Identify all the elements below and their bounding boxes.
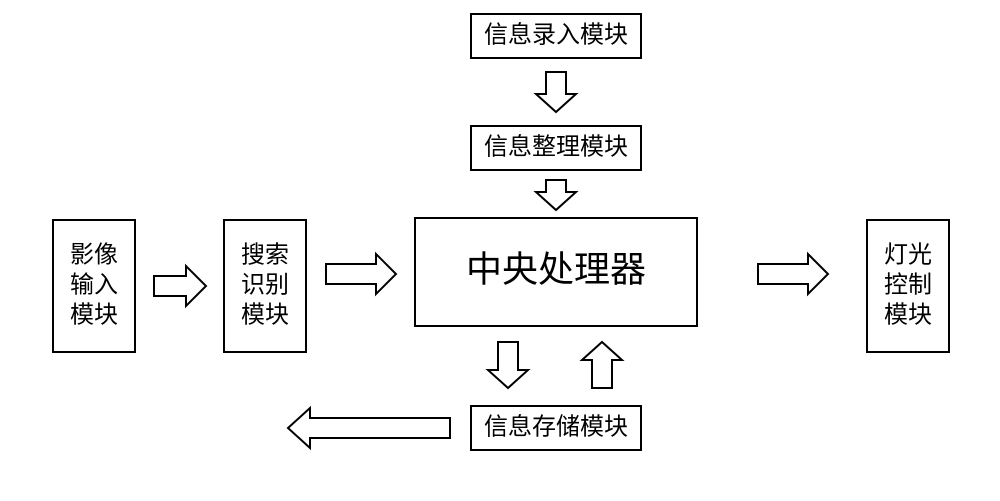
arrow-a_img_to_search (154, 266, 206, 306)
arrow-a_cpu_to_light (758, 254, 828, 294)
node-info_store: 信息存储模块 (471, 406, 641, 450)
arrow-a_org_to_cpu (536, 180, 576, 210)
arrow-a_cpu_to_store (488, 342, 528, 388)
arrow-a_store_to_search (288, 408, 450, 448)
node-label-search_recog-0: 搜索 (241, 241, 289, 268)
node-label-image_input-2: 模块 (70, 301, 118, 328)
node-info_org: 信息整理模块 (471, 126, 641, 170)
node-label-info_store-0: 信息存储模块 (484, 413, 628, 440)
node-label-cpu-0: 中央处理器 (466, 249, 646, 290)
node-light_ctrl: 灯光控制模块 (867, 220, 949, 352)
node-label-light_ctrl-1: 控制 (884, 271, 932, 298)
flowchart-canvas: 影像输入模块搜索识别模块中央处理器灯光控制模块信息录入模块信息整理模块信息存储模… (0, 0, 1000, 501)
node-cpu: 中央处理器 (415, 218, 697, 326)
node-label-image_input-1: 输入 (70, 271, 118, 298)
node-label-search_recog-2: 模块 (241, 301, 289, 328)
node-label-image_input-0: 影像 (70, 241, 118, 268)
arrow-a_store_to_cpu (582, 342, 622, 388)
arrow-a_search_to_cpu (326, 254, 396, 294)
node-info_entry: 信息录入模块 (471, 14, 641, 58)
node-label-info_entry-0: 信息录入模块 (484, 21, 628, 48)
arrow-a_entry_to_org (536, 72, 576, 112)
node-label-info_org-0: 信息整理模块 (484, 133, 628, 160)
node-label-light_ctrl-0: 灯光 (884, 241, 932, 268)
node-label-light_ctrl-2: 模块 (884, 301, 932, 328)
node-search_recog: 搜索识别模块 (224, 220, 306, 352)
node-label-search_recog-1: 识别 (241, 271, 289, 298)
node-image_input: 影像输入模块 (53, 220, 135, 352)
